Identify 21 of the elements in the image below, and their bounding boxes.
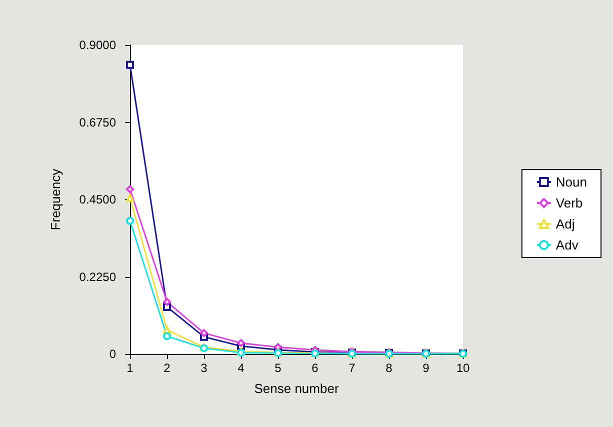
x-tick-label: 1: [126, 361, 134, 375]
x-tick-label: 8: [386, 361, 393, 375]
y-axis-title: Frequency: [48, 168, 63, 230]
y-tick-label: 0.6750: [79, 115, 116, 130]
legend-label: Noun: [556, 174, 587, 190]
y-tick-label: 0.2250: [79, 270, 116, 284]
x-tick-label: 6: [312, 361, 319, 375]
x-tick-label: 10: [456, 361, 470, 375]
y-tick-label: 0.4500: [79, 192, 116, 206]
x-tick-label: 5: [274, 361, 282, 375]
legend-label: Adv: [556, 238, 579, 252]
x-tick-label: 4: [238, 361, 245, 375]
legend-label: Adj: [556, 216, 575, 232]
y-tick-label: 0: [109, 347, 116, 361]
legend-label: Verb: [556, 196, 583, 210]
x-tick-label: 7: [348, 361, 356, 375]
x-tick-label: 9: [422, 361, 430, 375]
x-tick-label: 2: [164, 361, 171, 375]
x-axis-title: Sense number: [254, 381, 340, 396]
y-tick-label: 0.9000: [79, 38, 116, 52]
x-tick-label: 3: [200, 361, 208, 375]
